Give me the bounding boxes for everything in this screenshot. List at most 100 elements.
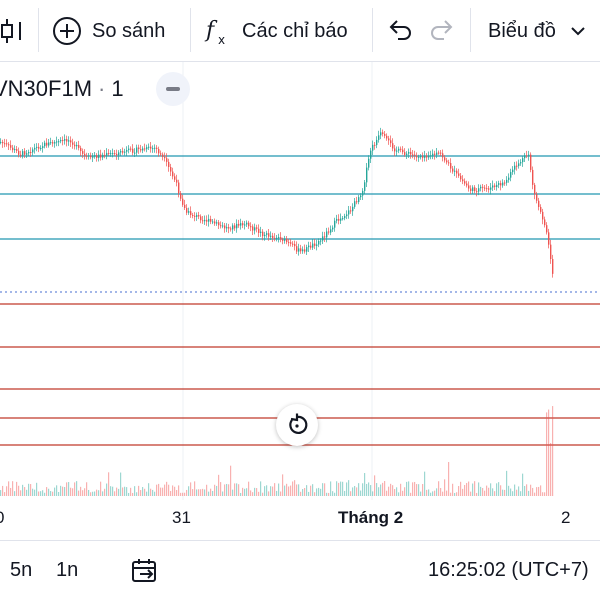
- candle-body: [230, 228, 232, 230]
- volume-bar: [478, 482, 480, 496]
- volume-bar: [286, 483, 288, 496]
- volume-bar: [438, 481, 440, 496]
- redo-icon[interactable]: [428, 0, 458, 62]
- compare-button[interactable]: So sánh: [52, 0, 165, 62]
- volume-bar: [362, 483, 364, 496]
- calendar-goto-icon[interactable]: [130, 557, 160, 591]
- undo-icon[interactable]: [386, 0, 416, 62]
- volume-bar: [210, 488, 212, 496]
- candle-body: [346, 214, 348, 217]
- candle-body: [128, 148, 130, 151]
- candle-body: [314, 243, 316, 246]
- candle-body: [140, 149, 142, 151]
- candle-body: [438, 152, 440, 154]
- volume-bar: [114, 491, 116, 496]
- candle-body: [168, 161, 170, 168]
- candle-body: [368, 158, 370, 168]
- collapse-legend-button[interactable]: [156, 72, 190, 106]
- candle-body: [328, 231, 330, 233]
- volume-bar: [72, 488, 74, 496]
- range-1d-button[interactable]: 1n: [56, 559, 79, 581]
- candle-body: [6, 143, 8, 145]
- candle-body: [160, 153, 162, 155]
- volume-bar: [204, 489, 206, 496]
- volume-bar: [198, 489, 200, 496]
- candle-body: [208, 218, 210, 222]
- candle-body: [510, 172, 512, 178]
- volume-bar: [272, 486, 274, 496]
- candle-body: [262, 231, 264, 237]
- candle-body: [66, 139, 68, 142]
- candle-body: [488, 188, 490, 190]
- indicators-button[interactable]: f x Các chỉ báo: [204, 0, 348, 62]
- candle-body: [532, 169, 534, 185]
- candle-body: [542, 211, 544, 220]
- candle-body: [238, 223, 240, 226]
- volume-bar: [424, 471, 426, 496]
- candle-body: [454, 170, 456, 172]
- volume-bar: [398, 492, 400, 496]
- volume-bar: [366, 483, 368, 496]
- candle-body: [86, 155, 88, 157]
- volume-bar: [196, 489, 198, 496]
- candle-body: [282, 239, 284, 241]
- volume-bar: [472, 483, 474, 496]
- volume-bar: [322, 483, 324, 496]
- volume-bar: [242, 487, 244, 496]
- candle-body: [504, 182, 506, 184]
- volume-bar: [504, 489, 506, 496]
- volume-bar: [342, 481, 344, 496]
- candle-body: [210, 218, 212, 222]
- volume-bar: [290, 485, 292, 496]
- volume-bar: [6, 486, 8, 496]
- candle-body: [40, 147, 42, 149]
- candle-body: [306, 247, 308, 252]
- volume-bar: [120, 472, 122, 496]
- volume-bar: [304, 487, 306, 496]
- volume-bar: [542, 492, 544, 496]
- volume-bar: [456, 492, 458, 496]
- volume-bar: [284, 485, 286, 496]
- volume-bar: [394, 489, 396, 496]
- chart-type-dropdown[interactable]: Biểu đồ: [488, 0, 586, 62]
- volume-bar: [426, 489, 428, 496]
- range-5d-button[interactable]: 5n: [10, 559, 33, 581]
- volume-bar: [418, 484, 420, 496]
- candlestick-icon[interactable]: [0, 0, 26, 62]
- volume-bar: [14, 491, 16, 496]
- reset-chart-button[interactable]: [276, 404, 318, 446]
- candle-body: [36, 146, 38, 148]
- candle-body: [376, 139, 378, 146]
- candle-body: [490, 187, 492, 190]
- volume-bar: [176, 490, 178, 496]
- volume-bar: [270, 486, 272, 496]
- candle-body: [464, 181, 466, 184]
- candle-body: [386, 135, 388, 139]
- compare-label: So sánh: [92, 19, 166, 42]
- volume-bar: [316, 488, 318, 496]
- candle-body: [42, 146, 44, 148]
- candle-body: [526, 155, 528, 157]
- candle-body: [416, 155, 418, 158]
- volume-bar: [368, 482, 370, 496]
- volume-bar: [172, 485, 174, 496]
- volume-bar: [180, 492, 182, 496]
- volume-bar: [102, 491, 104, 496]
- candle-body: [52, 142, 54, 144]
- volume-bar: [150, 488, 152, 496]
- candle-body: [292, 243, 294, 245]
- symbol-name: VN30F1M: [0, 76, 93, 101]
- volume-bar: [518, 486, 520, 496]
- price-chart[interactable]: [0, 62, 600, 500]
- plus-circle-icon: [52, 16, 82, 46]
- candle-body: [486, 188, 488, 190]
- candle-body: [422, 156, 424, 158]
- candle-body: [226, 227, 228, 229]
- candle-body: [80, 147, 82, 152]
- volume-bar: [354, 486, 356, 496]
- candle-body: [352, 206, 354, 212]
- volume-bar: [0, 490, 2, 496]
- candle-body: [22, 151, 24, 156]
- volume-bar: [464, 484, 466, 496]
- candle-body: [56, 141, 58, 143]
